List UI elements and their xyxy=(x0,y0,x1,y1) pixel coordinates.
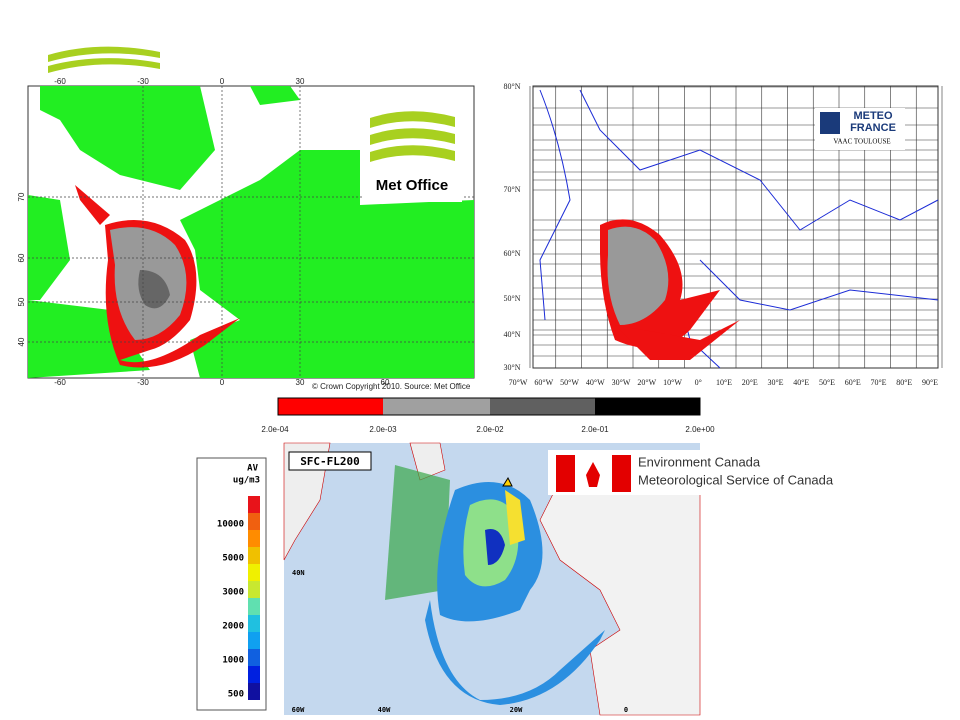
lat-label: 30°N xyxy=(504,363,521,372)
bottom-tick: -30 xyxy=(137,378,149,387)
lon-label: 0 xyxy=(624,706,628,714)
legend-value: 1000 xyxy=(222,656,244,666)
lat-label: 50°N xyxy=(504,294,521,303)
legend-value: 2000 xyxy=(222,622,244,632)
bottom-tick: 60 xyxy=(381,378,390,387)
bottom-tick: -60 xyxy=(54,378,66,387)
lon-label: 40°E xyxy=(793,378,809,387)
lon-label: 60W xyxy=(292,706,305,714)
legend-swatch xyxy=(248,598,260,615)
lon-label: 40°W xyxy=(586,378,605,387)
top-tick: -30 xyxy=(137,77,149,86)
legend-swatch xyxy=(248,666,260,683)
lon-label: 30°W xyxy=(612,378,631,387)
colorbar-label: 2.0e-04 xyxy=(261,425,289,434)
left-tick: 40 xyxy=(17,337,26,346)
lat-label: 40°N xyxy=(504,330,521,339)
lon-label: 20°W xyxy=(637,378,656,387)
lon-label: 0° xyxy=(695,378,702,387)
org-name: Environment Canada xyxy=(638,454,761,469)
colorbar-label: 2.0e-02 xyxy=(476,425,504,434)
lon-label: 10°E xyxy=(716,378,732,387)
left-tick: 70 xyxy=(17,192,26,201)
colorbar xyxy=(277,397,701,416)
lon-label: 60°E xyxy=(845,378,861,387)
legend-swatch xyxy=(248,615,260,632)
legend-swatch xyxy=(248,496,260,513)
environment-canada-map: SFC-FL200 Environment Canada Meteorologi… xyxy=(283,442,860,716)
lon-label: 60°W xyxy=(534,378,553,387)
met-office-small-logo xyxy=(48,46,160,73)
legend-swatch xyxy=(248,547,260,564)
lat-label: 80°N xyxy=(504,82,521,91)
lon-label: 90°E xyxy=(922,378,938,387)
legend-unit: ug/m3 xyxy=(233,476,260,486)
left-tick: 50 xyxy=(17,297,26,306)
legend-value: 3000 xyxy=(222,588,244,598)
lon-label: 10°W xyxy=(663,378,682,387)
legend-swatch xyxy=(248,581,260,598)
lat-label: 40N xyxy=(292,569,305,577)
legend-swatch xyxy=(248,649,260,666)
legend-value: 5000 xyxy=(222,554,244,564)
top-tick: 0 xyxy=(220,77,225,86)
legend-swatch xyxy=(248,683,260,700)
legend-value: 500 xyxy=(228,690,244,700)
lat-label: 70°N xyxy=(504,185,521,194)
lon-label: 70°E xyxy=(870,378,886,387)
legend-value: 10000 xyxy=(217,520,244,530)
flight-level: SFC-FL200 xyxy=(300,455,360,468)
bottom-tick: 30 xyxy=(296,378,305,387)
met-office-logo-text: Met Office xyxy=(376,177,449,194)
meteo-france-map: METEO FRANCE VAAC TOULOUSE xyxy=(529,85,943,369)
colorbar-label: 2.0e-03 xyxy=(369,425,397,434)
meteo-france-logo: FRANCE xyxy=(850,122,896,134)
legend-title: AV xyxy=(247,464,258,474)
org-name: Meteorological Service of Canada xyxy=(638,472,834,487)
lon-label: 80°E xyxy=(896,378,912,387)
lon-label: 40W xyxy=(378,706,391,714)
top-tick: 30 xyxy=(296,77,305,86)
lon-label: 20°E xyxy=(742,378,758,387)
bottom-tick: 0 xyxy=(220,378,225,387)
lon-label: 50°E xyxy=(819,378,835,387)
legend-swatch xyxy=(248,513,260,530)
vaac-toulouse: VAAC TOULOUSE xyxy=(833,138,890,146)
lon-label: 30°E xyxy=(767,378,783,387)
lon-label: 50°W xyxy=(560,378,579,387)
concentration-legend: AV ug/m3 10000 5000 3000 2000 1000 500 xyxy=(196,457,267,711)
meteo-france-logo: METEO xyxy=(853,110,893,122)
copyright: © Crown Copyright 2010. Source: Met Offi… xyxy=(312,382,471,391)
legend-swatch xyxy=(248,632,260,649)
legend-swatch xyxy=(248,564,260,581)
met-office-map: Met Office © Crown Copyright 2010. Sourc… xyxy=(27,85,475,391)
lon-label: 20W xyxy=(510,706,523,714)
left-tick: 60 xyxy=(17,253,26,262)
colorbar-label: 2.0e+00 xyxy=(685,425,715,434)
colorbar-label: 2.0e-01 xyxy=(581,425,609,434)
top-tick: -60 xyxy=(54,77,66,86)
lat-label: 60°N xyxy=(504,249,521,258)
lon-label: 70°W xyxy=(509,378,528,387)
legend-swatch xyxy=(248,530,260,547)
